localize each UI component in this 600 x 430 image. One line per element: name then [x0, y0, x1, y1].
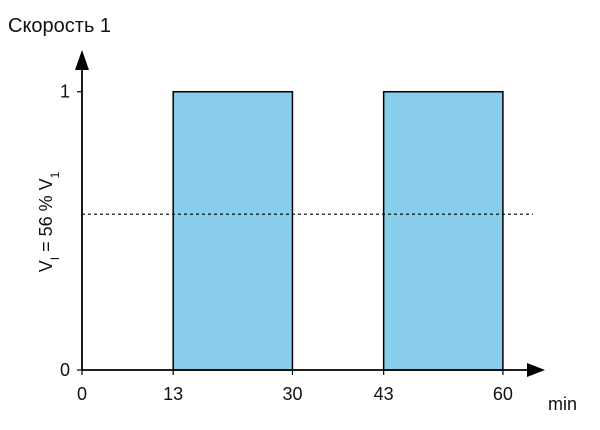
y-tick-label: 0: [60, 360, 70, 380]
pulse: [382, 90, 504, 371]
y-label-part: I: [48, 257, 62, 260]
pulse: [172, 90, 294, 371]
y-label-part: 1: [48, 171, 62, 178]
y-label-part: V: [36, 260, 56, 272]
y-label-part: = 56 % V: [36, 178, 56, 257]
y-axis-arrow: [75, 50, 89, 70]
x-tick-label: 43: [374, 384, 394, 404]
y-tick-label: 1: [60, 82, 70, 102]
chart-title: Скорость 1: [8, 15, 111, 37]
x-tick-label: 60: [493, 384, 513, 404]
x-unit: min: [548, 394, 577, 414]
x-tick-label: 13: [163, 384, 183, 404]
x-tick-label: 0: [77, 384, 87, 404]
x-tick-label: 30: [282, 384, 302, 404]
x-axis-arrow: [527, 363, 545, 377]
y-axis-label: VI = 56 % V1: [36, 171, 62, 272]
